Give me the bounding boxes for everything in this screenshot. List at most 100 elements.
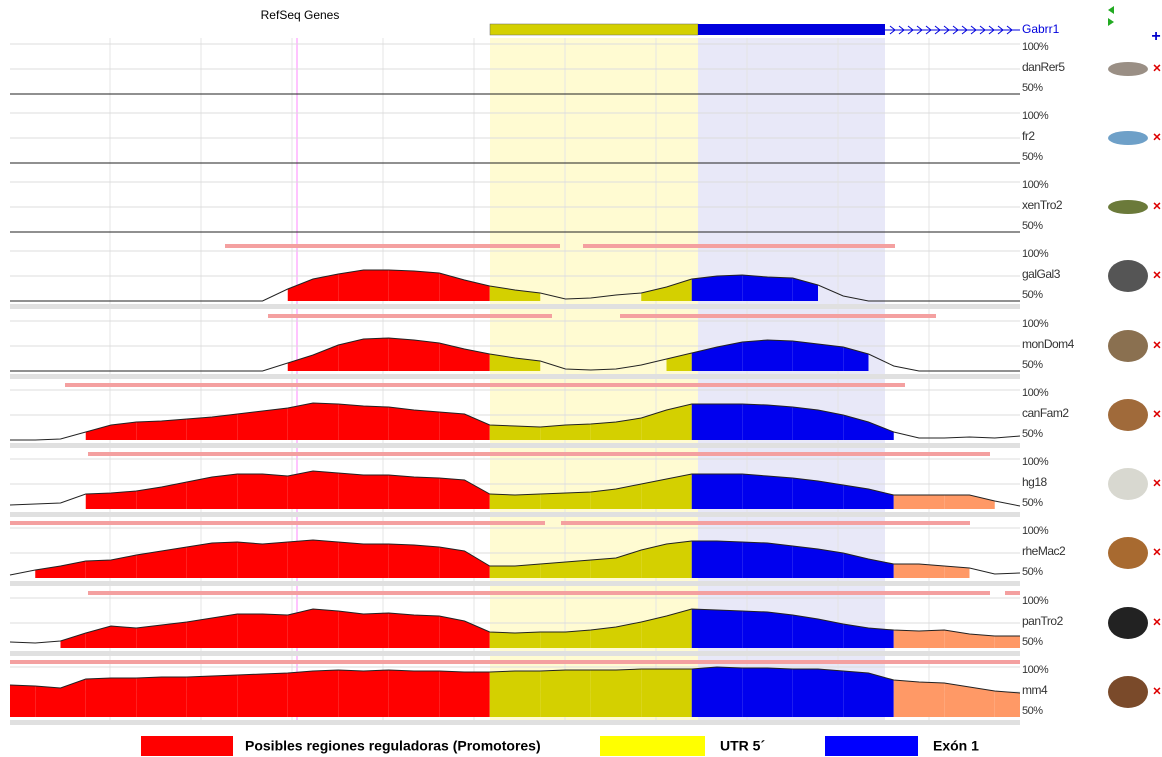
species-icon (1108, 399, 1148, 431)
conservation-area (641, 669, 666, 717)
conservation-area (540, 562, 565, 578)
conserved-bar (10, 521, 545, 525)
species-icon (1108, 676, 1148, 708)
conservation-area (566, 492, 591, 509)
conservation-area (591, 558, 616, 578)
conservation-area (212, 675, 237, 717)
conservation-area (717, 474, 742, 509)
conservation-area (566, 560, 591, 578)
top-label: 100% (1022, 387, 1049, 399)
conservation-area (162, 622, 187, 648)
conservation-area (566, 630, 591, 648)
conservation-area (136, 625, 161, 648)
conservation-area (35, 686, 60, 717)
conservation-area (338, 542, 363, 578)
conservation-area (237, 614, 262, 648)
legend-label: Exón 1 (933, 738, 979, 754)
conservation-area (364, 544, 389, 578)
gap-bar (10, 304, 1020, 309)
track-name: xenTro2 (1022, 198, 1063, 212)
conservation-area (490, 632, 515, 648)
conservation-area (566, 670, 591, 717)
conservation-area (414, 410, 439, 440)
conservation-area (465, 414, 490, 440)
refresh-icon[interactable] (1108, 6, 1114, 26)
species-icon (1108, 468, 1148, 500)
conservation-area (742, 474, 767, 509)
conservation-area (338, 473, 363, 509)
track-name: danRer5 (1022, 60, 1065, 74)
conservation-area (136, 677, 161, 717)
conserved-bar (225, 244, 560, 248)
gap-bar (10, 443, 1020, 448)
conservation-area (919, 495, 944, 509)
conservation-area (212, 414, 237, 440)
conservation-area (515, 632, 540, 648)
top-label: 100% (1022, 318, 1049, 330)
top-label: 100% (1022, 664, 1049, 676)
bottom-label: 50% (1022, 566, 1043, 578)
conservation-area (742, 340, 767, 371)
conservation-area (439, 547, 464, 578)
conservation-area (944, 630, 969, 648)
conservation-area (818, 669, 843, 717)
conservation-area (288, 471, 313, 509)
conservation-area (288, 540, 313, 578)
conservation-area (515, 426, 540, 440)
conservation-area (490, 671, 515, 717)
conservation-area (10, 685, 35, 717)
conservation-area (465, 349, 490, 371)
conservation-area (187, 676, 212, 717)
conserved-bar (88, 591, 990, 595)
conservation-area (414, 615, 439, 648)
bottom-label: 50% (1022, 428, 1043, 440)
add-icon[interactable]: + (1151, 28, 1160, 45)
track-name: panTro2 (1022, 614, 1064, 628)
conservation-area (540, 425, 565, 440)
bottom-label: 50% (1022, 289, 1043, 301)
bottom-label: 50% (1022, 151, 1043, 163)
gap-bar (10, 720, 1020, 725)
conservation-area (717, 404, 742, 440)
conservation-area (136, 551, 161, 578)
conservation-area (86, 678, 111, 717)
top-label: 100% (1022, 456, 1049, 468)
conservation-area (742, 611, 767, 648)
conservation-area (212, 474, 237, 509)
remove-icon: × (1153, 337, 1161, 353)
conservation-area (540, 632, 565, 648)
species-icon (1108, 260, 1148, 292)
conservation-area (389, 270, 414, 301)
track-name: galGal3 (1022, 267, 1061, 281)
conservation-area (414, 671, 439, 717)
conservation-area (869, 628, 894, 648)
conservation-area (364, 406, 389, 440)
conservation-area (490, 494, 515, 509)
conserved-bar (88, 452, 990, 456)
track: 100%mm450%× (10, 660, 1161, 725)
conservation-area (742, 668, 767, 717)
conservation-area (237, 674, 262, 717)
track-name: rheMac2 (1022, 544, 1066, 558)
page: RefSeq Genes Gabrr1 + 100%danRer550%×100… (0, 0, 1162, 757)
gene-name[interactable]: Gabrr1 (1022, 22, 1060, 36)
conservation-area (414, 477, 439, 509)
species-icon (1108, 330, 1148, 362)
bottom-label: 50% (1022, 220, 1043, 232)
conservation-area (61, 679, 86, 717)
conservation-area (313, 670, 338, 717)
legend-label: Posibles regiones reguladoras (Promotore… (245, 738, 541, 754)
legend-swatch (825, 736, 918, 756)
conservation-area (187, 543, 212, 578)
conservation-area (894, 630, 919, 648)
conservation-area (162, 677, 187, 717)
conservation-area (338, 670, 363, 717)
bottom-label: 50% (1022, 705, 1043, 717)
conservation-area (717, 610, 742, 648)
conservation-area (818, 549, 843, 578)
conservation-area (389, 475, 414, 509)
top-label: 100% (1022, 179, 1049, 191)
conservation-area (364, 670, 389, 717)
conservation-area (515, 494, 540, 509)
conservation-area (793, 615, 818, 648)
